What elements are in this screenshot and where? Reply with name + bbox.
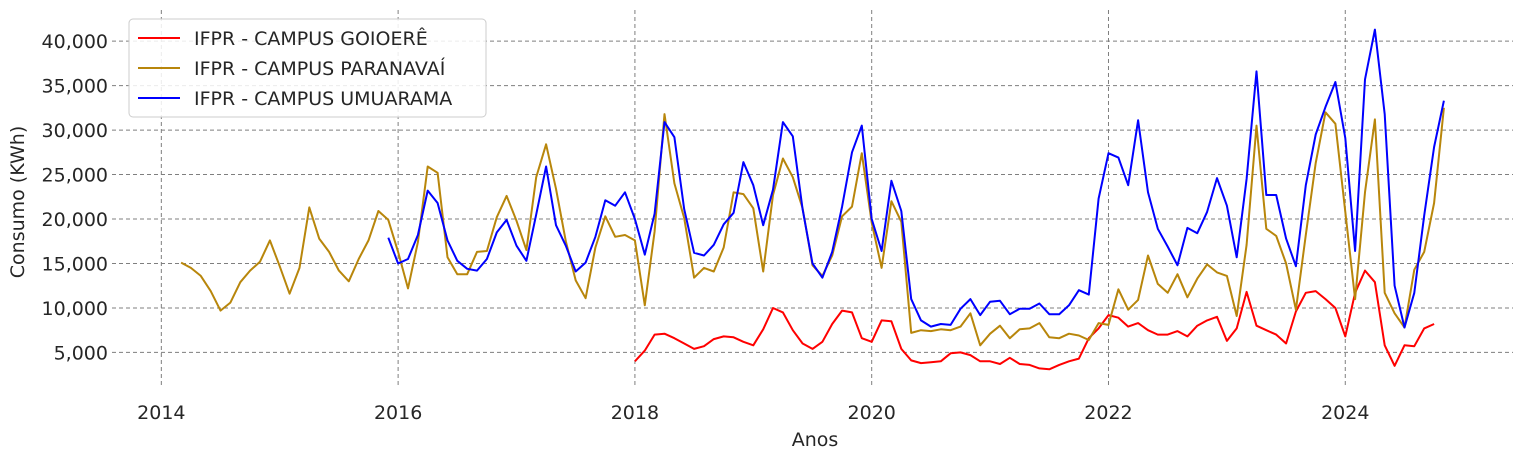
y-tick-label: 20,000	[42, 209, 108, 231]
legend: IFPR - CAMPUS GOIOERÊ IFPR - CAMPUS PARAN…	[128, 18, 487, 118]
series-line-1	[634, 269, 1435, 371]
x-tick-label: 2022	[1084, 402, 1132, 424]
series-line-3	[387, 28, 1445, 329]
x-tick-label: 2018	[611, 402, 659, 424]
x-tick-label: 2014	[137, 402, 185, 424]
y-tick-label: 5,000	[54, 342, 108, 364]
y-tick-label: 15,000	[42, 253, 108, 275]
x-tick-labels: 2014 2016 2018 2020 2022 2024	[137, 402, 1369, 424]
legend-entry: IFPR - CAMPUS GOIOERÊ	[194, 27, 428, 50]
x-tick-label: 2016	[374, 402, 422, 424]
x-tick-label: 2024	[1321, 402, 1369, 424]
x-axis-label: Anos	[792, 429, 839, 451]
series-line-2	[180, 107, 1445, 347]
x-tick-label: 2020	[848, 402, 896, 424]
y-tick-label: 30,000	[42, 120, 108, 142]
series-layer	[180, 28, 1445, 371]
y-tick-label: 25,000	[42, 165, 108, 187]
y-axis-label: Consumo (KWh)	[7, 126, 29, 278]
legend-entry: IFPR - CAMPUS UMUARAMA	[194, 88, 452, 110]
y-tick-label: 10,000	[42, 298, 108, 320]
y-tick-label: 35,000	[42, 76, 108, 98]
y-tick-label: 40,000	[42, 31, 108, 53]
legend-entry: IFPR - CAMPUS PARANAVAÍ	[194, 57, 446, 80]
legend-box	[128, 18, 487, 118]
y-tick-labels: 5,000 10,000 15,000 20,000 25,000 30,000 35,00…	[42, 31, 108, 364]
